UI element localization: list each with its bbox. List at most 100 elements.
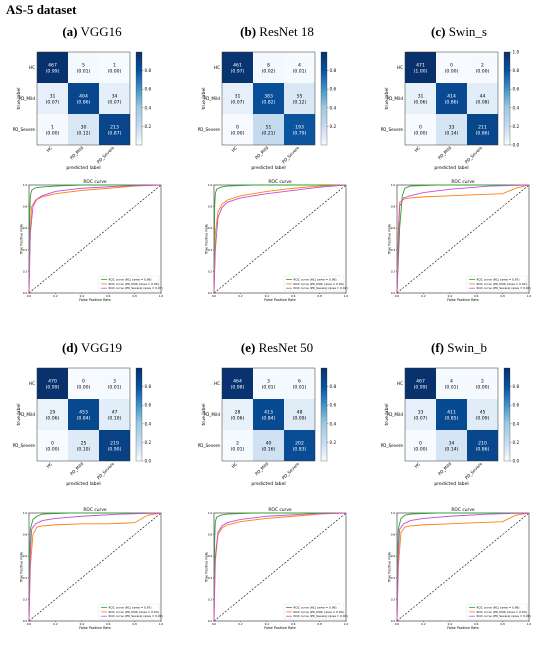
y-tick-label: 0.8 <box>208 205 213 209</box>
cell-count: 383 <box>264 94 273 100</box>
cell-ratio: (0.00) <box>476 69 490 75</box>
cell-ratio: (0.87) <box>108 131 122 137</box>
cell-ratio: (0.02) <box>262 69 276 75</box>
x-tick-label: 0.0 <box>395 294 400 298</box>
cell-ratio: (0.00) <box>476 385 490 391</box>
x-tick-label: 0.0 <box>27 294 32 298</box>
x-tick-label: 1.0 <box>527 622 532 626</box>
panel-caption: (d) VGG19 <box>62 340 122 356</box>
y-axis-label: True Positive Rate <box>205 224 209 255</box>
cell-ratio: (0.98) <box>231 385 245 391</box>
cell-count: 0 <box>450 63 453 69</box>
x-axis-label: False Positive Rate <box>264 298 296 302</box>
colorbar <box>320 367 328 462</box>
matrix-cell <box>284 83 315 114</box>
y-tick-label: 0.4 <box>391 576 396 580</box>
y-axis-label: True Positive Rate <box>20 224 24 255</box>
cell-count: 34 <box>449 441 455 447</box>
x-tick-label: 0.4 <box>80 622 85 626</box>
roc-series-line <box>213 184 347 294</box>
roc-series-line <box>28 184 161 294</box>
x-tick-label: 0.6 <box>106 622 111 626</box>
cell-ratio: (0.14) <box>445 447 459 453</box>
y-tick-label: 0.6 <box>208 226 213 230</box>
cell-count: 1 <box>113 63 116 69</box>
cell-ratio: (0.06) <box>46 416 60 422</box>
panel-model-name: ResNet 50 <box>255 340 314 355</box>
chart-title: ROC curve <box>451 507 475 513</box>
panel-caption: (f) Swin_b <box>431 340 487 356</box>
cell-count: 0 <box>82 379 85 385</box>
cell-count: 3 <box>113 379 116 385</box>
colorbar <box>135 367 143 462</box>
roc-chart: ROC curve 0.0 0.2 0.4 0.6 0.8 1.0 0.0 0.2 0.4 0.6 0… <box>388 507 532 630</box>
colorbar-tick-label: 0.8 <box>330 68 337 73</box>
legend-label: ROC curve (HC) (area = 0.98) <box>477 606 520 610</box>
x-tick-label: 0.2 <box>53 622 58 626</box>
matrix-cell <box>222 368 253 399</box>
colorbar-tick-label: 0.6 <box>513 87 520 92</box>
row-tick-label: HC <box>397 65 403 70</box>
cell-count: 29 <box>50 410 56 416</box>
matrix-cell <box>68 52 99 83</box>
cell-count: 40 <box>266 441 272 447</box>
cell-ratio: (0.00) <box>108 69 122 75</box>
x-tick-label: 1.0 <box>159 622 164 626</box>
matrix-cell <box>222 399 253 430</box>
chance-diagonal <box>28 184 162 294</box>
matrix-cell <box>436 368 467 399</box>
y-axis-label: true label <box>16 88 22 110</box>
row-tick-label: HC <box>214 65 220 70</box>
cell-ratio: (0.10) <box>108 416 122 422</box>
cell-ratio: (0.86) <box>476 131 490 137</box>
roc-series-line <box>396 512 529 622</box>
colorbar-tick-label: 0.2 <box>330 440 337 445</box>
cell-ratio: (0.21) <box>262 131 276 137</box>
y-tick-label: 0.4 <box>208 576 213 580</box>
x-axis-label: False Positive Rate <box>447 298 479 302</box>
col-tick-label: PD_Mild <box>254 461 269 476</box>
cell-ratio: (0.00) <box>414 131 428 137</box>
colorbar-tick-label: 0.4 <box>513 421 520 426</box>
matrix-cell <box>405 83 436 114</box>
roc-series-line <box>213 184 346 294</box>
x-tick-label: 1.0 <box>527 294 532 298</box>
y-tick-label: 0.4 <box>391 248 396 252</box>
chart-title: ROC curve <box>83 179 107 185</box>
y-tick-label: 0.0 <box>208 291 213 295</box>
legend-label: ROC curve (PD_Severe) (area = 0.96) <box>477 614 531 618</box>
panel-letter: (d) <box>61 340 78 355</box>
matrix-cell <box>405 399 436 430</box>
cell-count: 5 <box>82 63 85 69</box>
cell-count: 1 <box>51 125 54 131</box>
row-tick-label: PD_Mild <box>204 412 221 417</box>
matrix-cell <box>284 430 315 461</box>
cell-count: 461 <box>233 63 242 69</box>
colorbar-tick-label: 0.0 <box>145 459 152 464</box>
cell-count: 0 <box>51 441 54 447</box>
col-tick-label: PD_Mild <box>69 461 84 476</box>
y-axis-label: true label <box>16 404 22 426</box>
matrix-cell <box>405 430 436 461</box>
matrix-cell <box>68 399 99 430</box>
x-axis-label: False Positive Rate <box>447 626 479 630</box>
panel-caption: (a) VGG16 <box>62 24 121 40</box>
cell-count: 51 <box>266 125 272 131</box>
x-tick-label: 0.8 <box>132 622 137 626</box>
row-tick-label: PD_Severe <box>198 443 221 448</box>
confusion-matrix: 461(0.97) 8(0.02) 4(0.01) 31(0.07) 383(0.82)… <box>198 51 337 171</box>
y-tick-label: 0.6 <box>391 226 396 230</box>
colorbar-tick-label: 0.8 <box>145 68 152 73</box>
col-tick-label: PD_Mild <box>437 461 452 476</box>
y-tick-label: 1.0 <box>208 511 213 515</box>
x-tick-label: 0.2 <box>53 294 58 298</box>
cell-count: 2 <box>236 441 239 447</box>
chance-diagonal <box>213 512 347 622</box>
cell-count: 0 <box>236 125 239 131</box>
cell-ratio: (0.09) <box>293 416 307 422</box>
matrix-cell <box>467 52 498 83</box>
roc-chart: ROC curve 0.0 0.2 0.4 0.6 0.8 1.0 0.0 0.2 0.4 0.6 0… <box>20 507 164 630</box>
cell-count: 4 <box>450 379 453 385</box>
x-tick-label: 0.0 <box>27 622 32 626</box>
matrix-cell <box>253 114 284 145</box>
